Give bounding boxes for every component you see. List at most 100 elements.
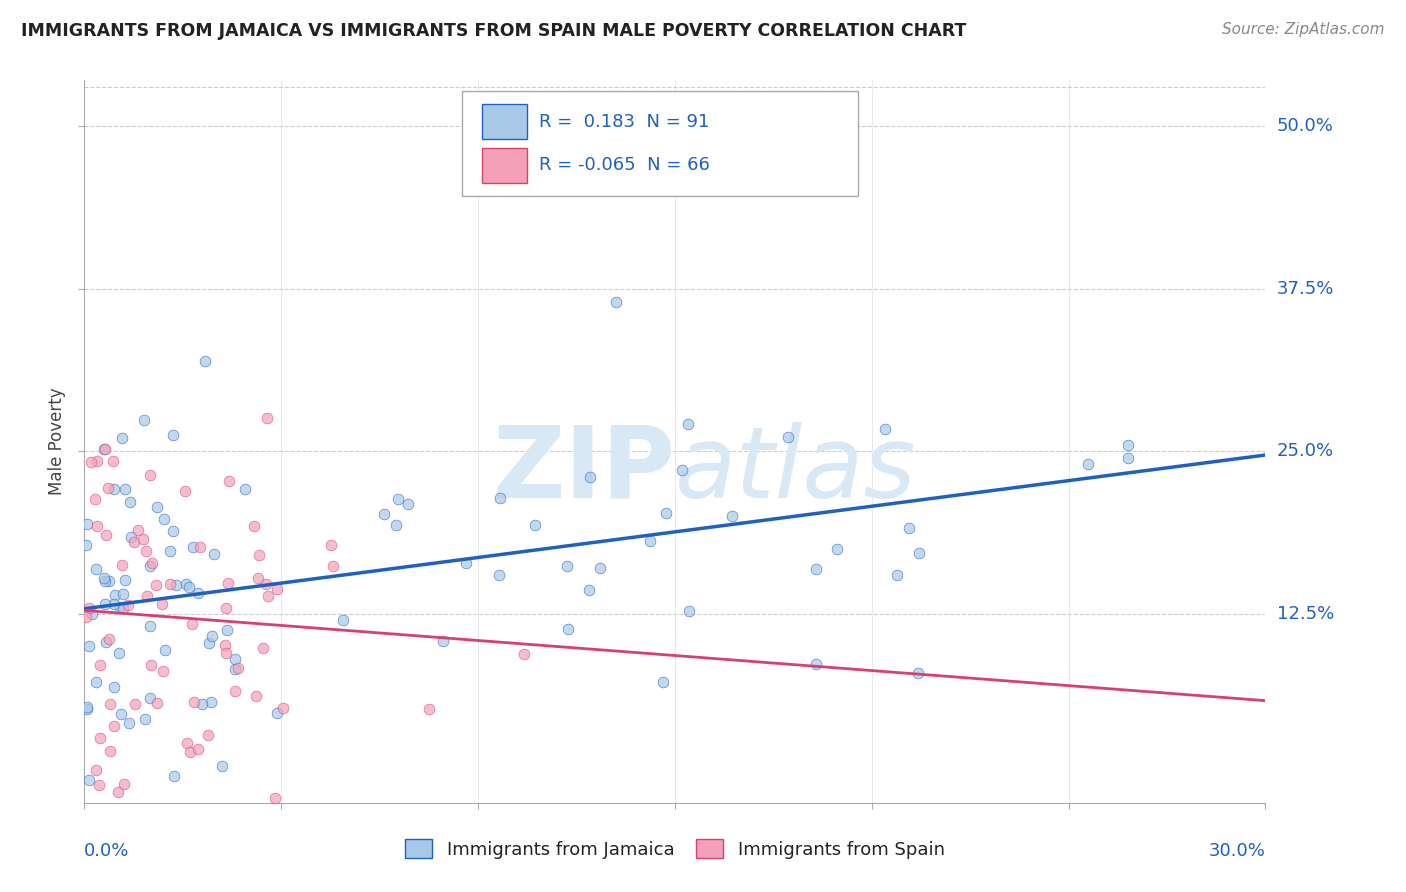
Point	[252, 641, 274, 656]
Point	[243, 519, 266, 533]
Bar	[482, 104, 527, 138]
Text: 0.0%: 0.0%	[84, 842, 129, 860]
Text: IMMIGRANTS FROM JAMAICA VS IMMIGRANTS FROM SPAIN MALE POVERTY CORRELATION CHART: IMMIGRANTS FROM JAMAICA VS IMMIGRANTS FR…	[21, 22, 966, 40]
Point	[84, 763, 107, 777]
Point	[111, 601, 134, 615]
FancyBboxPatch shape	[463, 91, 858, 196]
Point	[432, 634, 454, 648]
Point	[163, 769, 186, 783]
Point	[84, 675, 107, 690]
Point	[197, 728, 219, 742]
Point	[139, 618, 162, 632]
Point	[97, 481, 120, 495]
Point	[103, 483, 125, 497]
Point	[191, 697, 214, 711]
Point	[174, 577, 197, 591]
Point	[173, 483, 195, 498]
Point	[396, 497, 419, 511]
Point	[180, 617, 202, 632]
Point	[94, 574, 117, 588]
Point	[153, 512, 176, 526]
Text: ZIP: ZIP	[492, 422, 675, 519]
Point	[114, 574, 136, 588]
Text: 12.5%: 12.5%	[1277, 605, 1334, 623]
Point	[1116, 450, 1139, 465]
Point	[152, 664, 174, 678]
Point	[98, 697, 121, 711]
Point	[112, 586, 135, 600]
Point	[187, 586, 209, 600]
Point	[873, 422, 896, 436]
Point	[183, 695, 205, 709]
Point	[233, 482, 256, 496]
Point	[107, 838, 129, 852]
Point	[211, 758, 233, 772]
Point	[273, 701, 295, 715]
Point	[489, 491, 512, 505]
Point	[86, 518, 108, 533]
Point	[150, 598, 173, 612]
Point	[80, 607, 103, 622]
Point	[76, 702, 98, 716]
Point	[194, 354, 217, 368]
Point	[124, 697, 146, 711]
Point	[76, 517, 98, 532]
Point	[145, 578, 167, 592]
Point	[98, 632, 121, 646]
Point	[114, 482, 136, 496]
Point	[246, 571, 269, 585]
Bar	[482, 148, 527, 183]
Point	[75, 538, 97, 552]
Point	[224, 662, 246, 676]
Point	[226, 661, 249, 675]
Point	[224, 652, 246, 666]
Point	[488, 568, 510, 582]
Point	[153, 642, 176, 657]
Point	[162, 427, 184, 442]
Point	[200, 695, 222, 709]
Point	[93, 571, 115, 585]
Point	[108, 599, 131, 614]
Point	[247, 548, 270, 562]
Point	[139, 658, 162, 673]
Point	[122, 535, 145, 549]
Point	[555, 558, 578, 573]
Point	[132, 533, 155, 547]
Point	[202, 547, 225, 561]
Point	[77, 601, 100, 615]
Point	[120, 530, 142, 544]
Point	[80, 455, 103, 469]
Point	[98, 744, 121, 758]
Point	[165, 578, 187, 592]
Point	[107, 785, 129, 799]
Point	[264, 790, 287, 805]
Point	[224, 684, 246, 698]
Point	[215, 646, 238, 660]
Point	[77, 773, 100, 788]
Point	[373, 507, 395, 521]
Point	[84, 562, 107, 576]
Text: atlas: atlas	[675, 422, 917, 519]
Point	[217, 576, 239, 591]
Point	[804, 657, 827, 672]
Point	[89, 778, 111, 792]
Point	[332, 614, 354, 628]
Point	[94, 634, 117, 648]
Point	[108, 646, 131, 660]
Point	[605, 294, 627, 309]
Point	[120, 495, 142, 509]
Point	[127, 524, 149, 538]
Point	[103, 680, 125, 694]
Point	[93, 442, 115, 456]
Point	[139, 690, 162, 705]
Point	[89, 657, 111, 672]
Point	[215, 601, 238, 615]
Point	[676, 417, 699, 431]
Point	[825, 541, 848, 556]
Point	[101, 454, 124, 468]
Point	[162, 524, 184, 539]
Point	[139, 558, 162, 573]
Point	[898, 520, 921, 534]
Point	[132, 413, 155, 427]
Point	[322, 558, 344, 573]
